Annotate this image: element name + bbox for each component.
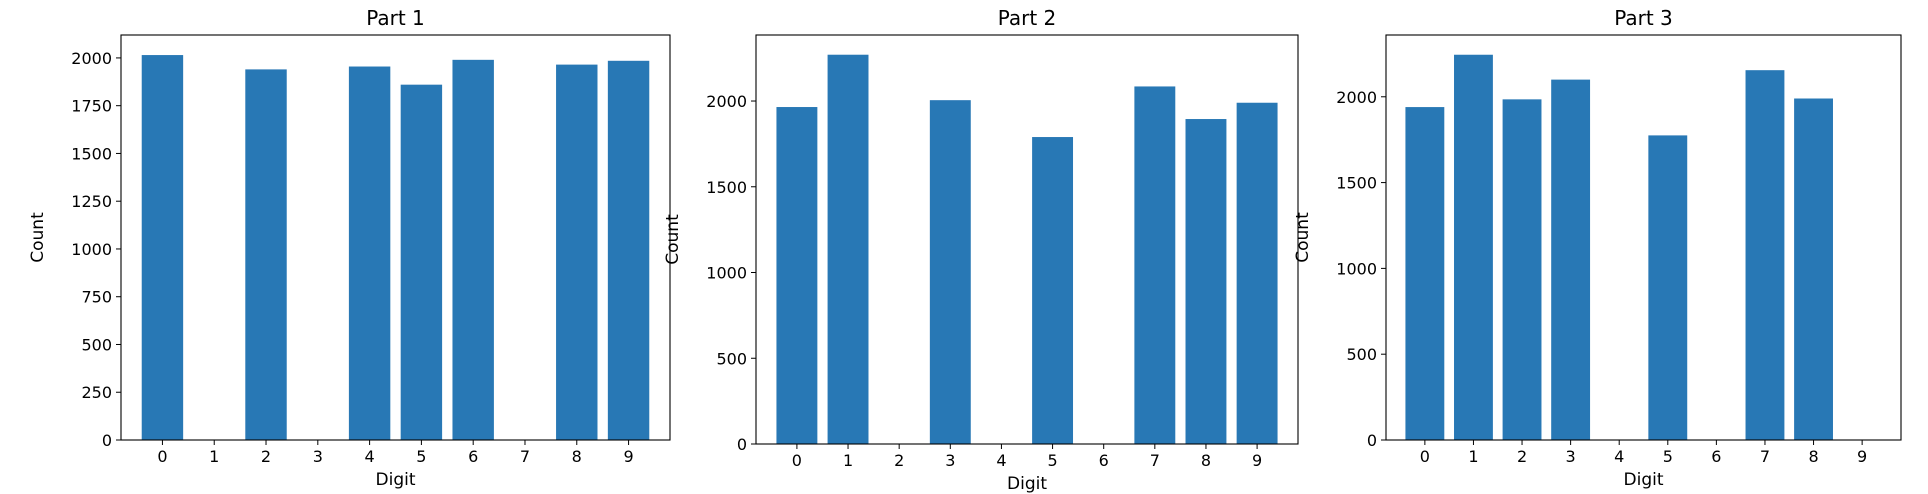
bar-1 bbox=[827, 54, 869, 444]
x-tick-label: 0 bbox=[157, 447, 167, 466]
x-tick-label: 8 bbox=[1808, 447, 1818, 466]
x-tick-label: 5 bbox=[1047, 451, 1057, 470]
bar-2 bbox=[245, 69, 287, 440]
x-tick-label: 6 bbox=[468, 447, 478, 466]
bar-8 bbox=[556, 64, 598, 441]
x-tick-label: 0 bbox=[1420, 447, 1430, 466]
x-tick-label: 9 bbox=[1252, 451, 1262, 470]
y-tick-label: 500 bbox=[716, 349, 747, 368]
bar-0 bbox=[776, 107, 818, 444]
x-tick-label: 8 bbox=[572, 447, 582, 466]
x-tick-label: 9 bbox=[623, 447, 633, 466]
y-tick-label: 0 bbox=[737, 435, 747, 454]
axes-frame bbox=[1385, 34, 1902, 441]
bar-2 bbox=[1502, 99, 1542, 440]
x-tick-label: 0 bbox=[792, 451, 802, 470]
chart-title: Part 1 bbox=[366, 6, 425, 30]
bar-7 bbox=[1134, 86, 1176, 444]
y-tick-label: 1000 bbox=[1336, 259, 1377, 278]
y-tick-label: 500 bbox=[81, 335, 112, 354]
x-tick-label: 2 bbox=[261, 447, 271, 466]
bar-6 bbox=[452, 59, 494, 440]
y-tick-label: 1500 bbox=[1336, 174, 1377, 193]
y-axis-label: Count bbox=[1293, 212, 1313, 263]
x-axis-label: Digit bbox=[1624, 470, 1664, 490]
x-tick-label: 8 bbox=[1201, 451, 1211, 470]
y-tick-label: 2000 bbox=[71, 49, 112, 68]
bar-5 bbox=[400, 84, 443, 441]
x-tick-label: 3 bbox=[313, 447, 323, 466]
bar-4 bbox=[348, 66, 391, 441]
y-tick-label: 1750 bbox=[71, 97, 112, 116]
y-tick-label: 1250 bbox=[71, 192, 112, 211]
x-tick-label: 6 bbox=[1099, 451, 1109, 470]
bar-1 bbox=[1454, 54, 1493, 441]
x-tick-label: 4 bbox=[1614, 447, 1624, 466]
chart-1: 0 1 2 3 4 5 6 7 8 9 0 250 500 750 1000 1250 1500 1750 2000… bbox=[28, 6, 671, 490]
y-tick-label: 250 bbox=[81, 383, 112, 402]
x-tick-label: 2 bbox=[894, 451, 904, 470]
x-tick-label: 9 bbox=[1857, 447, 1867, 466]
y-tick-label: 0 bbox=[1367, 431, 1377, 450]
y-tick-label: 750 bbox=[81, 288, 112, 307]
x-axis-label: Digit bbox=[1007, 474, 1047, 494]
y-tick-label: 1500 bbox=[71, 144, 112, 163]
bar-8 bbox=[1185, 119, 1227, 444]
axes-frame bbox=[120, 34, 671, 441]
bar-3 bbox=[1551, 79, 1591, 441]
x-tick-label: 1 bbox=[1468, 447, 1478, 466]
y-tick-label: 1000 bbox=[706, 264, 747, 283]
y-axis-label: Count bbox=[28, 212, 48, 263]
x-tick-label: 2 bbox=[1517, 447, 1527, 466]
x-tick-label: 7 bbox=[1760, 447, 1770, 466]
chart-title: Part 2 bbox=[998, 6, 1057, 30]
chart-2: 0 1 2 3 4 5 6 7 8 9 0 500 1000 1500 2000 Part 2 Digit Cou… bbox=[663, 6, 1299, 494]
x-axis-label: Digit bbox=[376, 470, 416, 490]
bar-3 bbox=[929, 100, 971, 445]
y-tick-label: 2000 bbox=[706, 92, 747, 111]
x-tick-label: 1 bbox=[843, 451, 853, 470]
chart-3: 0 1 2 3 4 5 6 7 8 9 0 500 1000 1500 2000 Part 3 Digit Cou… bbox=[1293, 6, 1902, 490]
bar-8 bbox=[1794, 98, 1833, 440]
bar-7 bbox=[1745, 70, 1785, 441]
bar-9 bbox=[607, 60, 650, 440]
bar-0 bbox=[1405, 107, 1445, 440]
x-tick-label: 7 bbox=[520, 447, 530, 466]
bar-0 bbox=[141, 55, 184, 441]
chart-title: Part 3 bbox=[1614, 6, 1673, 30]
x-tick-label: 4 bbox=[365, 447, 375, 466]
bar-5 bbox=[1032, 137, 1074, 445]
x-tick-label: 7 bbox=[1150, 451, 1160, 470]
y-tick-label: 1000 bbox=[71, 240, 112, 259]
x-tick-label: 4 bbox=[996, 451, 1006, 470]
x-tick-label: 5 bbox=[416, 447, 426, 466]
bar-5 bbox=[1648, 135, 1688, 440]
x-tick-label: 3 bbox=[945, 451, 955, 470]
y-tick-label: 0 bbox=[102, 431, 112, 450]
x-tick-label: 1 bbox=[209, 447, 219, 466]
x-tick-label: 5 bbox=[1663, 447, 1673, 466]
bar-9 bbox=[1236, 102, 1278, 445]
axes-frame bbox=[755, 34, 1299, 445]
y-tick-label: 1500 bbox=[706, 178, 747, 197]
y-tick-label: 2000 bbox=[1336, 88, 1377, 107]
y-axis-label: Count bbox=[663, 214, 683, 265]
y-tick-label: 500 bbox=[1346, 345, 1377, 364]
x-tick-label: 3 bbox=[1566, 447, 1576, 466]
x-tick-label: 6 bbox=[1711, 447, 1721, 466]
